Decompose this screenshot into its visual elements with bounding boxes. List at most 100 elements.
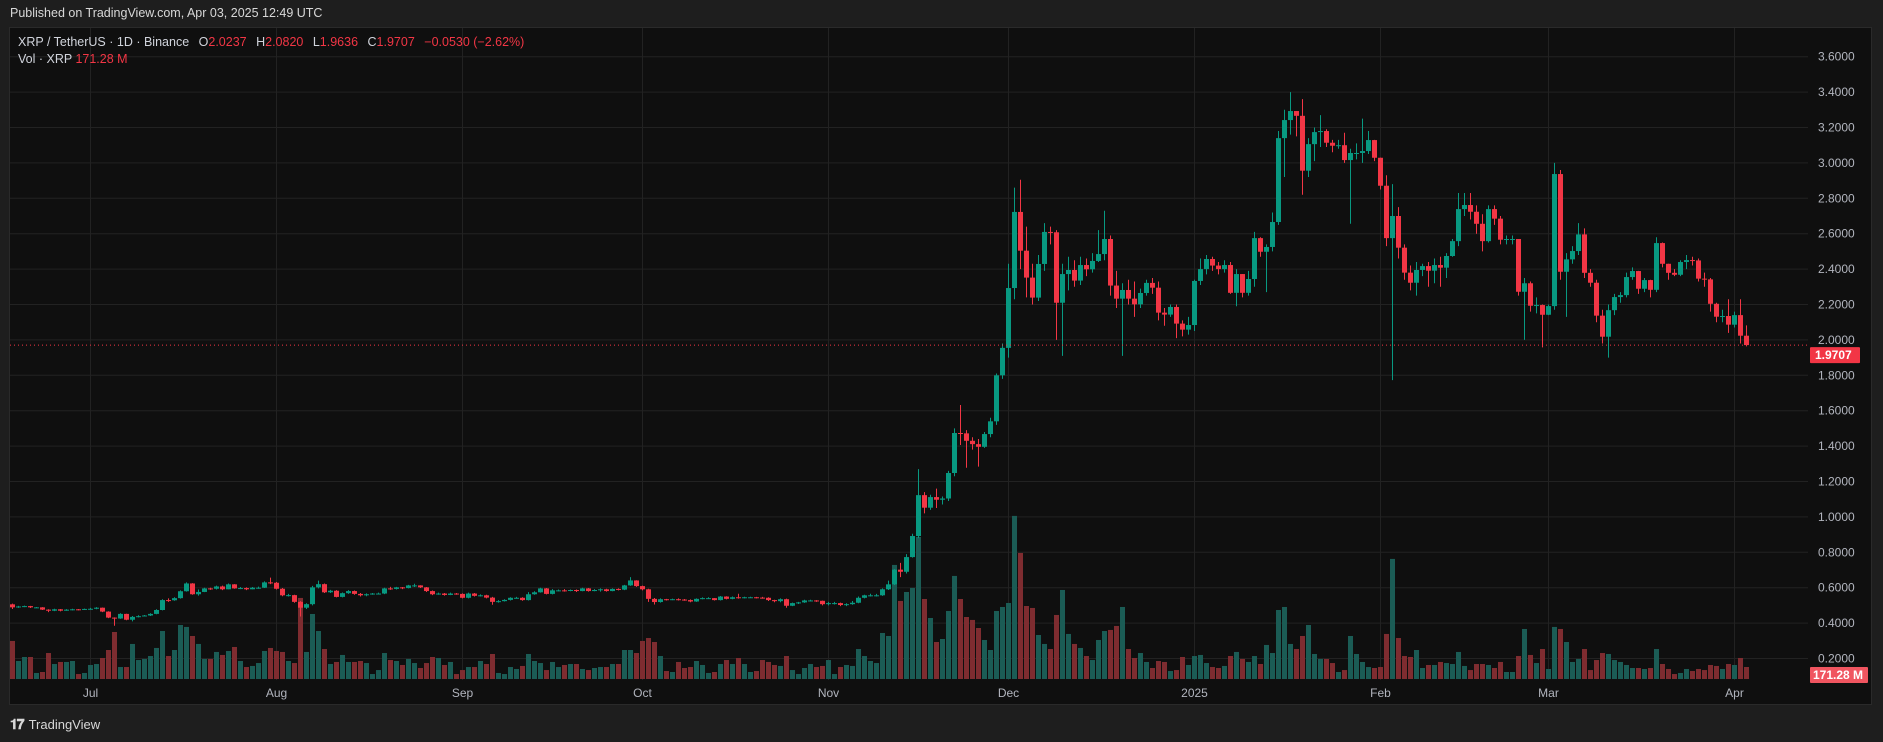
candle[interactable] — [220, 585, 225, 591]
candle[interactable] — [1174, 304, 1179, 339]
candle[interactable] — [1120, 283, 1125, 356]
candle[interactable] — [634, 580, 639, 587]
candle[interactable] — [550, 589, 555, 595]
candle[interactable] — [856, 596, 861, 604]
candle[interactable] — [790, 602, 795, 607]
candle[interactable] — [214, 585, 219, 590]
candle[interactable] — [778, 598, 783, 603]
price-axis[interactable]: 3.6000 3.4000 3.2000 3.0000 2.8000 2.6000 2.40… — [1818, 50, 1855, 666]
candle[interactable] — [1336, 139, 1341, 149]
candle[interactable] — [1516, 239, 1521, 296]
candle[interactable] — [1546, 304, 1551, 316]
candle[interactable] — [1564, 253, 1569, 317]
candle[interactable] — [694, 598, 699, 602]
candle[interactable] — [1420, 263, 1425, 277]
candle[interactable] — [1108, 235, 1113, 296]
candle[interactable] — [52, 608, 57, 612]
candle[interactable] — [1510, 235, 1515, 245]
candle[interactable] — [1618, 292, 1623, 303]
candle[interactable] — [58, 608, 63, 612]
candle[interactable] — [1030, 263, 1035, 305]
candle[interactable] — [820, 600, 825, 606]
candle[interactable] — [586, 588, 591, 592]
candle[interactable] — [1222, 260, 1227, 273]
candle[interactable] — [478, 594, 483, 597]
candle[interactable] — [1018, 179, 1023, 270]
candle[interactable] — [118, 613, 123, 619]
candle[interactable] — [1324, 129, 1329, 147]
candle[interactable] — [760, 596, 765, 599]
candle[interactable] — [1084, 258, 1089, 277]
candle[interactable] — [28, 605, 33, 609]
candle[interactable] — [1522, 277, 1527, 340]
candle[interactable] — [1426, 262, 1431, 287]
candle[interactable] — [256, 586, 261, 589]
candle[interactable] — [988, 417, 993, 438]
candle[interactable] — [1264, 244, 1269, 293]
candle[interactable] — [106, 611, 111, 619]
candle[interactable] — [1492, 205, 1497, 225]
candle[interactable] — [1330, 139, 1335, 153]
candle[interactable] — [1132, 281, 1137, 317]
candle[interactable] — [526, 592, 531, 601]
candle[interactable] — [1300, 99, 1305, 195]
candle[interactable] — [1168, 304, 1173, 317]
candle[interactable] — [532, 591, 537, 595]
candle[interactable] — [328, 589, 333, 594]
candle[interactable] — [358, 593, 363, 597]
candle[interactable] — [1474, 205, 1479, 234]
candle[interactable] — [322, 583, 327, 594]
candle[interactable] — [592, 589, 597, 592]
candle[interactable] — [1720, 309, 1725, 323]
candle[interactable] — [1042, 223, 1047, 271]
candle[interactable] — [544, 588, 549, 595]
candle[interactable] — [1726, 299, 1731, 333]
candle[interactable] — [1462, 192, 1467, 216]
candle[interactable] — [892, 569, 897, 586]
candle[interactable] — [1114, 270, 1119, 309]
candle[interactable] — [688, 599, 693, 603]
candle[interactable] — [832, 601, 837, 605]
candle[interactable] — [814, 600, 819, 602]
candle[interactable] — [184, 582, 189, 592]
candle[interactable] — [94, 607, 99, 610]
candle[interactable] — [1390, 184, 1395, 381]
candle[interactable] — [538, 587, 543, 593]
candle[interactable] — [1318, 115, 1323, 147]
candle[interactable] — [262, 581, 267, 589]
candle[interactable] — [712, 597, 717, 601]
candle[interactable] — [1372, 139, 1377, 162]
candle[interactable] — [664, 598, 669, 601]
candle[interactable] — [508, 597, 513, 601]
candle[interactable] — [1090, 253, 1095, 273]
candle[interactable] — [382, 587, 387, 595]
candle[interactable] — [580, 587, 585, 592]
candle[interactable] — [1216, 262, 1221, 275]
candle[interactable] — [640, 585, 645, 591]
candle[interactable] — [994, 373, 999, 425]
candle[interactable] — [466, 592, 471, 599]
candle[interactable] — [658, 598, 663, 603]
candle[interactable] — [418, 585, 423, 589]
candle[interactable] — [1126, 279, 1131, 305]
candle[interactable] — [574, 589, 579, 592]
candle[interactable] — [1630, 267, 1635, 280]
candle[interactable] — [1294, 111, 1299, 137]
candle[interactable] — [1054, 230, 1059, 340]
candle[interactable] — [1594, 279, 1599, 323]
candle[interactable] — [1672, 269, 1677, 277]
candle[interactable] — [1444, 253, 1449, 278]
candle[interactable] — [568, 589, 573, 592]
candle[interactable] — [1576, 223, 1581, 255]
candle[interactable] — [1636, 270, 1641, 294]
candle[interactable] — [172, 597, 177, 601]
candle[interactable] — [124, 613, 129, 621]
candle[interactable] — [604, 588, 609, 592]
candle[interactable] — [310, 585, 315, 606]
candle[interactable] — [250, 586, 255, 590]
candle[interactable] — [898, 562, 903, 578]
candle[interactable] — [346, 590, 351, 594]
candle[interactable] — [190, 583, 195, 595]
candle[interactable] — [1552, 162, 1557, 310]
